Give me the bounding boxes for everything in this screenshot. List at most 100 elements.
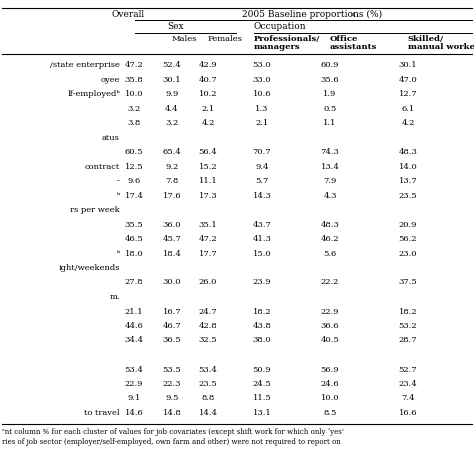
Text: 53.4: 53.4 (199, 365, 218, 374)
Text: 36.5: 36.5 (163, 337, 182, 345)
Text: 8.5: 8.5 (323, 409, 337, 417)
Text: 18.4: 18.4 (163, 249, 182, 257)
Text: atus: atus (102, 134, 120, 142)
Text: managers: managers (254, 43, 301, 51)
Text: 52.4: 52.4 (163, 61, 182, 69)
Text: 26.0: 26.0 (199, 279, 217, 286)
Text: 24.5: 24.5 (253, 380, 272, 388)
Text: 9.2: 9.2 (165, 163, 179, 171)
Text: to travel: to travel (84, 409, 120, 417)
Text: 30.0: 30.0 (163, 279, 181, 286)
Text: 7.8: 7.8 (165, 177, 179, 185)
Text: 50.9: 50.9 (253, 365, 271, 374)
Text: 15.2: 15.2 (199, 163, 217, 171)
Text: /state enterprise: /state enterprise (50, 61, 120, 69)
Text: 13.4: 13.4 (320, 163, 339, 171)
Text: 45.7: 45.7 (163, 235, 182, 243)
Text: 48.3: 48.3 (320, 220, 339, 228)
Text: 2.1: 2.1 (255, 119, 269, 127)
Text: 42.8: 42.8 (199, 322, 218, 330)
Text: 28.7: 28.7 (399, 337, 417, 345)
Text: assistants: assistants (330, 43, 377, 51)
Text: m.: m. (109, 293, 120, 301)
Text: 10.0: 10.0 (321, 394, 339, 402)
Text: 5.7: 5.7 (255, 177, 269, 185)
Text: 23.4: 23.4 (399, 380, 418, 388)
Text: 18.0: 18.0 (125, 249, 143, 257)
Text: 14.3: 14.3 (253, 191, 272, 200)
Text: 53.4: 53.4 (125, 365, 144, 374)
Text: 18.2: 18.2 (399, 308, 417, 316)
Text: contract: contract (85, 163, 120, 171)
Text: 15.0: 15.0 (253, 249, 271, 257)
Text: 14.6: 14.6 (125, 409, 143, 417)
Text: 9.1: 9.1 (128, 394, 141, 402)
Text: 22.9: 22.9 (125, 380, 143, 388)
Text: 43.8: 43.8 (253, 322, 272, 330)
Text: 44.6: 44.6 (125, 322, 144, 330)
Text: 1.9: 1.9 (323, 90, 337, 98)
Text: lf-employedᵇ: lf-employedᵇ (67, 90, 120, 98)
Text: 4.3: 4.3 (323, 191, 337, 200)
Text: 7.4: 7.4 (401, 394, 415, 402)
Text: 35.1: 35.1 (199, 220, 218, 228)
Text: 56.4: 56.4 (199, 148, 218, 156)
Text: 30.1: 30.1 (163, 75, 182, 83)
Text: 34.4: 34.4 (125, 337, 144, 345)
Text: ries of job sector (employer/self-employed, own farm and other) were not require: ries of job sector (employer/self-employ… (2, 438, 341, 446)
Text: 11.1: 11.1 (199, 177, 218, 185)
Text: 53.2: 53.2 (399, 322, 417, 330)
Text: ight/weekends: ight/weekends (58, 264, 120, 272)
Text: 47.2: 47.2 (125, 61, 143, 69)
Text: 60.9: 60.9 (321, 61, 339, 69)
Text: 11.5: 11.5 (253, 394, 272, 402)
Text: 10.6: 10.6 (253, 90, 271, 98)
Text: 23.9: 23.9 (253, 279, 271, 286)
Text: 10.0: 10.0 (125, 90, 143, 98)
Text: 17.7: 17.7 (199, 249, 218, 257)
Text: 33.0: 33.0 (253, 75, 271, 83)
Text: oyee: oyee (100, 75, 120, 83)
Text: Occupation: Occupation (254, 22, 307, 31)
Text: 16.6: 16.6 (399, 409, 417, 417)
Text: 3.2: 3.2 (165, 119, 179, 127)
Text: -: - (117, 177, 120, 185)
Text: Males: Males (172, 35, 197, 43)
Text: 9.4: 9.4 (255, 163, 269, 171)
Text: 60.5: 60.5 (125, 148, 143, 156)
Text: 5.6: 5.6 (323, 249, 337, 257)
Text: 70.7: 70.7 (253, 148, 271, 156)
Text: 4.2: 4.2 (201, 119, 215, 127)
Text: 36.6: 36.6 (321, 322, 339, 330)
Text: 2005 Baseline proportions (%): 2005 Baseline proportions (%) (242, 10, 382, 19)
Text: 43.7: 43.7 (253, 220, 272, 228)
Text: 22.9: 22.9 (321, 308, 339, 316)
Text: 13.1: 13.1 (253, 409, 272, 417)
Text: 53.0: 53.0 (253, 61, 271, 69)
Text: ᵉnt column % for each cluster of values for job covariates (except shift work fo: ᵉnt column % for each cluster of values … (2, 428, 344, 437)
Text: 48.3: 48.3 (399, 148, 418, 156)
Text: 56.9: 56.9 (321, 365, 339, 374)
Text: 2.1: 2.1 (201, 104, 215, 112)
Text: 52.7: 52.7 (399, 365, 417, 374)
Text: 7.9: 7.9 (323, 177, 337, 185)
Text: 47.2: 47.2 (199, 235, 218, 243)
Text: 47.0: 47.0 (399, 75, 418, 83)
Text: 46.5: 46.5 (125, 235, 143, 243)
Text: 24.6: 24.6 (321, 380, 339, 388)
Text: 30.1: 30.1 (399, 61, 417, 69)
Text: 9.5: 9.5 (165, 394, 179, 402)
Text: 14.8: 14.8 (163, 409, 182, 417)
Text: 36.0: 36.0 (163, 220, 181, 228)
Text: 17.4: 17.4 (125, 191, 144, 200)
Text: rs per week: rs per week (70, 206, 120, 214)
Text: 4.4: 4.4 (165, 104, 179, 112)
Text: 40.7: 40.7 (199, 75, 218, 83)
Text: 18.2: 18.2 (253, 308, 271, 316)
Text: 1.3: 1.3 (255, 104, 269, 112)
Text: 46.7: 46.7 (163, 322, 182, 330)
Text: 22.3: 22.3 (163, 380, 181, 388)
Text: Overall: Overall (111, 10, 145, 19)
Text: 6.1: 6.1 (401, 104, 415, 112)
Text: ᵇ: ᵇ (117, 249, 120, 257)
